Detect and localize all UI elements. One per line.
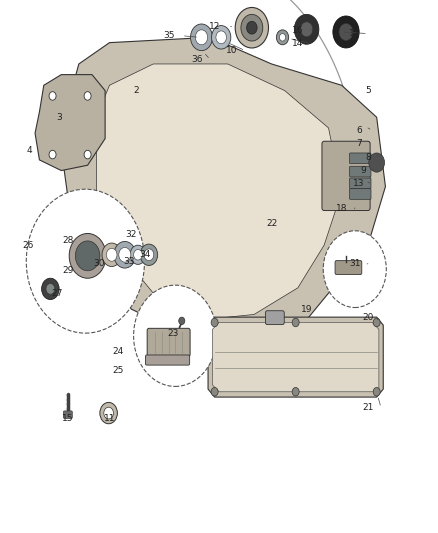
Circle shape xyxy=(144,249,154,261)
Text: 6: 6 xyxy=(356,126,362,135)
Circle shape xyxy=(106,248,117,261)
Circle shape xyxy=(114,241,136,268)
Text: 33: 33 xyxy=(124,257,135,265)
Circle shape xyxy=(211,318,218,327)
FancyBboxPatch shape xyxy=(145,355,190,365)
Circle shape xyxy=(46,284,55,294)
Text: 16: 16 xyxy=(292,26,304,35)
Circle shape xyxy=(276,30,289,45)
Text: 29: 29 xyxy=(62,266,74,275)
Text: 24: 24 xyxy=(113,348,124,356)
Circle shape xyxy=(119,247,131,262)
Text: 22: 22 xyxy=(266,220,277,228)
Circle shape xyxy=(134,285,217,386)
FancyBboxPatch shape xyxy=(350,153,371,164)
Polygon shape xyxy=(212,322,379,392)
Text: 11: 11 xyxy=(104,414,115,423)
Circle shape xyxy=(373,318,380,327)
Circle shape xyxy=(84,150,91,159)
Text: 25: 25 xyxy=(113,366,124,375)
Circle shape xyxy=(294,14,319,44)
Text: 32: 32 xyxy=(126,230,137,239)
Circle shape xyxy=(49,150,56,159)
Circle shape xyxy=(179,317,185,325)
Circle shape xyxy=(235,7,268,48)
Text: 14: 14 xyxy=(292,39,304,48)
Text: 31: 31 xyxy=(349,260,360,268)
Text: 8: 8 xyxy=(365,153,371,161)
Circle shape xyxy=(49,92,56,100)
Circle shape xyxy=(373,387,380,396)
Circle shape xyxy=(100,402,117,424)
Circle shape xyxy=(212,26,231,49)
FancyBboxPatch shape xyxy=(64,411,72,418)
FancyBboxPatch shape xyxy=(265,311,284,325)
Circle shape xyxy=(292,387,299,396)
Text: 20: 20 xyxy=(362,313,374,321)
Text: 36: 36 xyxy=(191,55,203,64)
Circle shape xyxy=(195,30,208,45)
Circle shape xyxy=(26,189,145,333)
Polygon shape xyxy=(96,64,342,320)
Circle shape xyxy=(102,243,121,266)
Text: 5: 5 xyxy=(365,86,371,95)
Circle shape xyxy=(369,153,385,172)
Circle shape xyxy=(134,249,142,260)
Text: 13: 13 xyxy=(353,180,365,188)
Circle shape xyxy=(247,21,257,34)
Text: 34: 34 xyxy=(139,251,150,259)
FancyBboxPatch shape xyxy=(350,178,371,189)
Text: 2: 2 xyxy=(133,86,138,95)
Text: 21: 21 xyxy=(362,403,374,412)
Text: 17: 17 xyxy=(349,29,360,38)
Text: 12: 12 xyxy=(209,22,220,31)
Text: 23: 23 xyxy=(167,329,179,337)
Circle shape xyxy=(216,31,226,44)
Circle shape xyxy=(292,318,299,327)
Polygon shape xyxy=(35,75,105,171)
Text: 9: 9 xyxy=(360,166,367,175)
Text: 19: 19 xyxy=(301,305,312,313)
Text: 4: 4 xyxy=(27,146,32,155)
Text: 35: 35 xyxy=(163,31,174,40)
Text: 18: 18 xyxy=(336,205,347,213)
Circle shape xyxy=(323,231,386,308)
Circle shape xyxy=(333,16,359,48)
FancyBboxPatch shape xyxy=(335,261,362,274)
Circle shape xyxy=(130,245,146,264)
Text: 30: 30 xyxy=(93,260,104,268)
Text: 10: 10 xyxy=(226,46,238,55)
Circle shape xyxy=(339,23,353,41)
Circle shape xyxy=(241,14,263,41)
Circle shape xyxy=(84,92,91,100)
Circle shape xyxy=(69,233,106,278)
Circle shape xyxy=(75,241,100,271)
Text: 3: 3 xyxy=(56,113,62,122)
Circle shape xyxy=(279,34,286,41)
Circle shape xyxy=(211,387,218,396)
Circle shape xyxy=(42,278,59,300)
FancyBboxPatch shape xyxy=(147,328,190,357)
Circle shape xyxy=(140,244,158,265)
FancyBboxPatch shape xyxy=(322,141,370,211)
Polygon shape xyxy=(61,37,385,346)
FancyBboxPatch shape xyxy=(350,189,371,199)
Circle shape xyxy=(191,24,212,51)
Text: 15: 15 xyxy=(62,414,74,423)
Text: 26: 26 xyxy=(23,241,34,249)
Circle shape xyxy=(300,22,313,37)
Circle shape xyxy=(104,407,113,419)
FancyBboxPatch shape xyxy=(350,166,371,177)
Text: 7: 7 xyxy=(356,140,362,148)
Text: 27: 27 xyxy=(51,289,63,297)
Polygon shape xyxy=(208,317,383,397)
Text: 28: 28 xyxy=(62,237,74,245)
